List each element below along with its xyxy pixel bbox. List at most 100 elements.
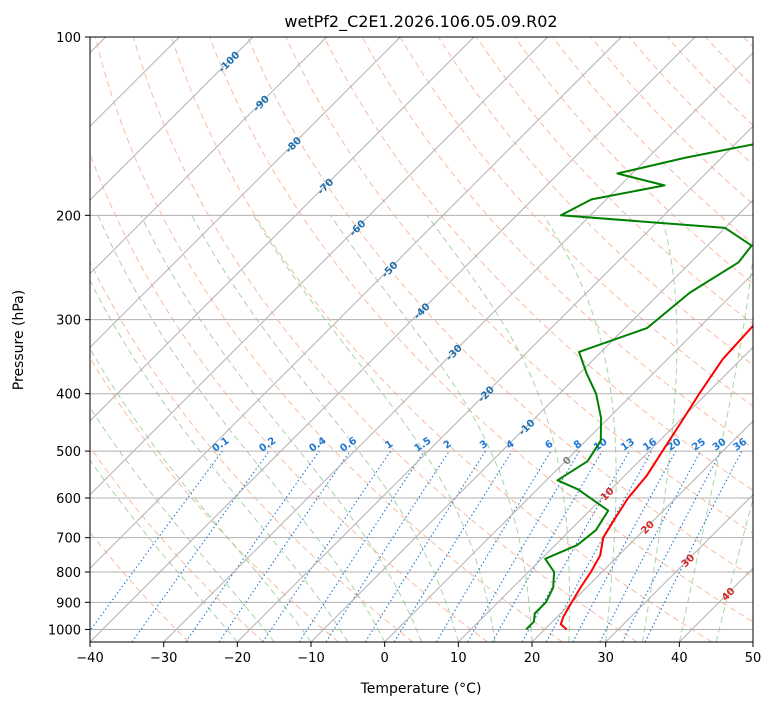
mixing-ratio-label: 0.1 <box>211 435 232 454</box>
isotherm-line <box>90 37 549 496</box>
moist-adiabat <box>329 215 533 642</box>
x-tick-label: 50 <box>745 651 762 666</box>
mixing-ratio-line <box>599 450 701 642</box>
moist-adiabat <box>90 347 312 642</box>
mixing-ratio-line <box>393 450 513 642</box>
mixing-ratio-line <box>131 450 270 642</box>
x-tick-label: 40 <box>671 651 688 666</box>
moist-adiabat <box>97 215 386 642</box>
isotherm-line <box>90 37 328 275</box>
mixing-ratio-line <box>644 450 743 642</box>
dry-adiabat <box>132 37 638 642</box>
chart-title: wetPf2_C2E1.2026.106.05.09.R02 <box>284 12 557 32</box>
mixing-ratio-line <box>218 450 351 642</box>
mixing-ratio-line <box>572 450 677 642</box>
y-axis: 100 200 300 400 500 600 700 800 900 1000 <box>48 31 90 638</box>
mixing-ratio-label: 2 <box>442 439 454 452</box>
x-axis: −40 −30 −20 −10 0 10 20 30 40 50 <box>76 642 761 666</box>
dewpoint-profile <box>525 143 753 631</box>
isotherm-line <box>752 641 753 642</box>
x-tick-label: −40 <box>76 651 103 666</box>
mixing-ratio-line <box>364 450 486 642</box>
dry-adiabat <box>90 446 264 642</box>
mixing-ratio-line <box>298 450 425 642</box>
x-tick-label: 20 <box>524 651 541 666</box>
dry-adiabat <box>209 37 753 623</box>
moist-adiabat <box>140 215 422 642</box>
x-axis-label: Temperature (°C) <box>360 681 482 697</box>
dry-adiabat <box>90 531 190 642</box>
moist-adiabats <box>90 215 753 642</box>
mixing-ratio-lines <box>90 450 743 642</box>
dry-adiabat <box>743 37 753 48</box>
y-tick-label: 800 <box>56 566 81 581</box>
temperature-profile <box>559 324 753 631</box>
dry-adiabat <box>285 37 753 535</box>
y-tick-label: 900 <box>56 596 81 611</box>
y-tick-label: 300 <box>56 314 81 329</box>
dry-adiabat <box>90 152 488 642</box>
dry-adiabat <box>666 37 753 126</box>
mixing-ratio-line <box>262 450 392 642</box>
isotherm-label: -80 <box>284 135 305 156</box>
moist-adiabat <box>191 215 459 642</box>
dry-adiabat <box>90 356 339 642</box>
mixing-ratio-label: 1.5 <box>413 435 434 454</box>
x-tick-label: −30 <box>150 651 177 666</box>
dry-adiabat <box>514 37 753 285</box>
moist-adiabat <box>678 251 753 642</box>
x-tick-label: 10 <box>450 651 467 666</box>
mixing-ratio-label: 0.6 <box>338 435 359 454</box>
dry-adiabat <box>476 37 753 325</box>
isotherm-line <box>90 37 622 570</box>
isotherm-line <box>678 567 753 642</box>
dry-adiabat <box>90 260 414 642</box>
isopleth-labels: 0.1 0.2 0.4 0.6 1 1.5 2 3 4 6 8 10 13 16 20 25 30 36-100-… <box>211 50 750 604</box>
y-tick-label: 1000 <box>48 623 81 638</box>
mixing-ratio-line <box>521 450 630 642</box>
isotherm-label: 0 <box>561 455 574 468</box>
y-axis-label: Pressure (hPa) <box>11 290 27 390</box>
mixing-ratio-line <box>185 450 320 642</box>
plot-frame <box>89 36 754 643</box>
isotherm-label: -40 <box>412 301 433 322</box>
isotherm-line <box>90 37 254 201</box>
mixing-ratio-label: 6 <box>543 439 555 452</box>
isotherm-line <box>605 493 753 642</box>
dry-adiabat <box>171 37 712 642</box>
skewed-isotherms <box>90 37 753 642</box>
isotherm-line <box>90 37 401 349</box>
isotherm-label: -20 <box>476 384 497 405</box>
x-tick-label: −20 <box>224 651 251 666</box>
isotherm-label: -90 <box>251 94 272 115</box>
isotherm-line <box>90 37 696 642</box>
mixing-ratio-line <box>90 450 223 632</box>
isotherm-label: -10 <box>517 418 538 439</box>
moist-adiabat <box>426 215 571 642</box>
isotherm-label: -50 <box>380 260 401 281</box>
moist-adiabat <box>642 215 678 642</box>
isotherm-label: -30 <box>444 343 465 364</box>
isotherm-line <box>310 199 753 642</box>
y-tick-label: 700 <box>56 532 81 547</box>
y-tick-label: 500 <box>56 445 81 460</box>
isotherm-label: -60 <box>348 218 369 239</box>
moist-adiabat <box>90 406 275 642</box>
isotherm-label: 30 <box>680 552 698 570</box>
x-tick-label: 0 <box>381 651 389 666</box>
y-tick-label: 200 <box>56 209 81 224</box>
isotherm-label: -100 <box>217 50 243 76</box>
isotherm-line <box>163 51 753 642</box>
isotherm-line <box>457 346 753 642</box>
dry-adiabat <box>94 37 563 642</box>
isotherm-line <box>90 37 475 422</box>
isotherm-label: 20 <box>639 519 657 537</box>
x-tick-label: 30 <box>597 651 614 666</box>
mixing-ratio-label: 0.4 <box>307 435 328 454</box>
dry-adiabat <box>247 37 753 578</box>
dry-adiabat <box>590 37 753 205</box>
dry-adiabat <box>437 37 753 366</box>
y-tick-label: 400 <box>56 388 81 403</box>
mixing-ratio-line <box>325 450 450 642</box>
y-tick-label: 600 <box>56 492 81 507</box>
